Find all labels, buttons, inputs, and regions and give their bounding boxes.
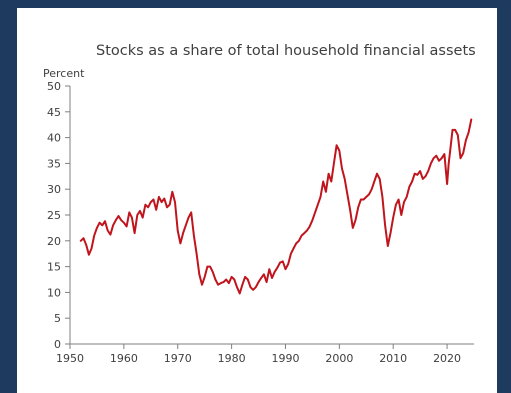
y-tick-label: 50 <box>47 80 61 93</box>
y-tick-label: 25 <box>47 209 61 222</box>
chart-panel <box>17 8 497 393</box>
y-tick-label: 30 <box>47 183 61 196</box>
frame-border-top <box>0 0 511 8</box>
series-group <box>79 118 473 295</box>
y-tick-label: 40 <box>47 132 61 145</box>
x-tick-label: 2020 <box>433 352 461 365</box>
chart-title: Stocks as a share of total household fin… <box>96 43 476 59</box>
y-tick-label: 5 <box>54 312 61 325</box>
x-tick-label: 1990 <box>271 352 299 365</box>
x-tick-label: 2010 <box>379 352 407 365</box>
x-tick-label: 2000 <box>325 352 353 365</box>
y-tick-label: 35 <box>47 157 61 170</box>
y-tick-label: 15 <box>47 261 61 274</box>
y-tick-label: 20 <box>47 235 61 248</box>
x-tick-label: 1970 <box>164 352 192 365</box>
frame-border-right <box>497 0 511 393</box>
x-tick-label: 1980 <box>218 352 246 365</box>
x-tick-label: 1960 <box>110 352 138 365</box>
y-tick-label: 10 <box>47 286 61 299</box>
x-tick-label: 1950 <box>56 352 84 365</box>
y-tick-label: 45 <box>47 106 61 119</box>
y-axis-label: Percent <box>43 67 85 80</box>
y-tick-label: 0 <box>54 338 61 351</box>
frame-border-left <box>0 0 17 393</box>
axis-ticks: 0 5 10 15 20 25 30 35 40 45 50 1950 1960 1970 1980 1990… <box>47 80 461 365</box>
series-line <box>79 118 473 295</box>
